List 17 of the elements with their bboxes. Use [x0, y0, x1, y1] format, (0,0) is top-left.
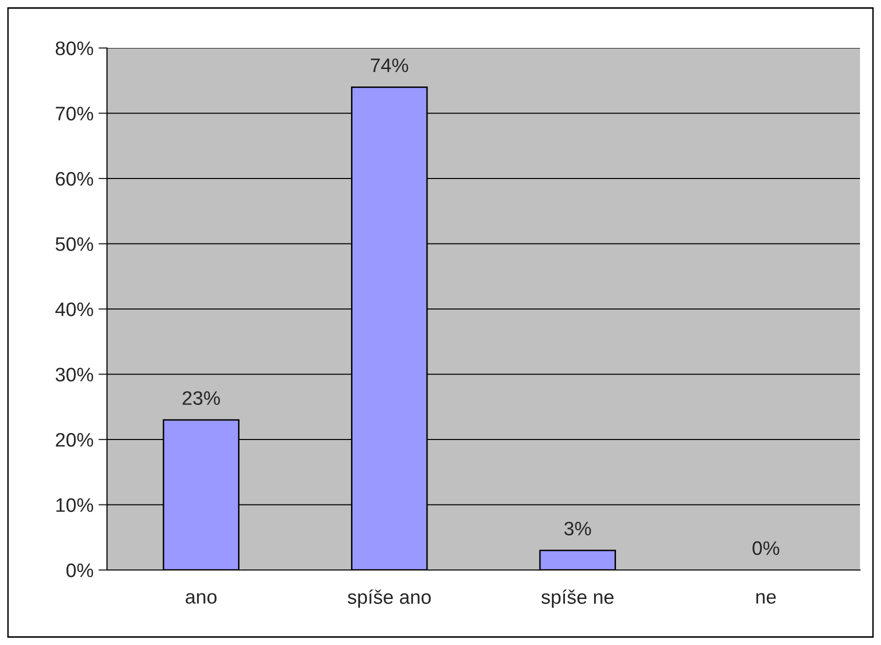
x-tick-label: ano — [186, 593, 217, 604]
x-tick-label: ne — [756, 593, 776, 604]
y-tick-label: 30% — [56, 368, 94, 382]
y-tick-label: 50% — [56, 237, 94, 251]
y-tick-label: 80% — [56, 41, 94, 56]
data-label: 23% — [182, 391, 220, 405]
y-tick-label: 0% — [66, 563, 94, 578]
x-tick-label: spíše ne — [541, 589, 614, 608]
data-label: 74% — [370, 58, 408, 72]
y-tick-label: 60% — [56, 172, 94, 186]
data-label: 3% — [564, 522, 591, 536]
y-tick-label: 20% — [56, 432, 94, 447]
y-tick-label: 70% — [56, 106, 94, 120]
data-label: 0% — [752, 541, 780, 556]
y-tick-label: 10% — [56, 498, 94, 512]
x-tick-label: spíše ano — [348, 589, 431, 608]
y-tick-label: 40% — [55, 302, 94, 316]
